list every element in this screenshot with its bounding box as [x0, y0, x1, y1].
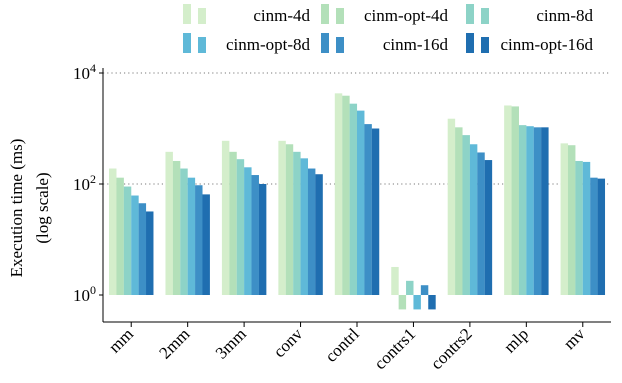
bar-cinm-16d-3mm [251, 175, 259, 295]
bar-cinm-4d-mv [560, 143, 569, 295]
legend-label: cinm-opt-4d [364, 6, 449, 25]
bar-cinm-8d-conv [293, 151, 301, 295]
legend-swatch [198, 8, 206, 24]
bar-cinm-opt-16d-conv [315, 174, 323, 295]
bar-cinm-opt-16d-contrl [371, 128, 380, 295]
bar-cinm-opt-4d-contrs1 [398, 295, 407, 310]
bar-cinm-opt-4d-contrl [342, 95, 350, 295]
y-tick-label: 104 [73, 61, 96, 83]
bar-cinm-4d-mlp [504, 105, 512, 295]
x-tick-label-conv: conv [270, 324, 307, 361]
x-tick-label-3mm: 3mm [212, 324, 250, 362]
x-tick-label-mm: mm [105, 324, 137, 356]
bar-cinm-8d-3mm [236, 159, 245, 295]
bar-cinm-opt-16d-3mm [258, 184, 267, 295]
legend-swatch [466, 33, 474, 53]
legend: cinm-4d cinm-opt-4d cinm-8d cinm-opt-8d cinm… [183, 4, 593, 54]
bar-cinm-opt-8d-contrs1 [413, 295, 421, 310]
bar-cinm-opt-4d-2mm [172, 160, 181, 295]
bar-cinm-16d-conv [307, 168, 316, 295]
bar-cinm-opt-4d-mm [116, 177, 124, 295]
legend-swatch [481, 37, 489, 53]
bar-cinm-8d-contrl [349, 103, 358, 295]
y-axis-label: Execution time (ms) [7, 139, 26, 278]
bar-cinm-opt-4d-mv [567, 145, 576, 295]
bar-cinm-8d-mlp [518, 125, 527, 295]
x-tick-label-contrs2: contrs2 [427, 324, 476, 373]
legend-label: cinm-4d [253, 6, 310, 25]
bar-cinm-opt-16d-mlp [541, 127, 549, 295]
y-tick-label: 102 [73, 172, 96, 194]
bar-cinm-4d-2mm [165, 151, 173, 295]
bar-cinm-8d-contrs2 [462, 135, 470, 295]
bar-cinm-opt-16d-contrs1 [428, 295, 436, 310]
bar-cinm-16d-mm [138, 203, 147, 295]
bar-cinm-opt-8d-3mm [244, 167, 252, 295]
legend-swatch [336, 8, 344, 24]
bar-cinm-16d-mv [590, 177, 598, 295]
legend-item-cinm-8d: cinm-8d [466, 4, 593, 25]
bar-cinm-opt-8d-contrs2 [469, 144, 478, 295]
x-tick-label-mv: mv [560, 324, 589, 353]
bar-cinm-16d-contrs2 [477, 152, 485, 295]
legend-item-cinm-16d: cinm-16d [321, 33, 448, 54]
bar-cinm-8d-mm [123, 186, 132, 295]
bar-cinm-opt-4d-3mm [229, 151, 237, 295]
bar-cinm-16d-contrs1 [420, 285, 429, 295]
bar-cinm-16d-contrl [364, 124, 372, 295]
legend-item-cinm-opt-4d: cinm-opt-4d [321, 4, 448, 25]
legend-swatch [481, 8, 489, 24]
x-tick-label-contrs1: contrs1 [370, 324, 419, 373]
x-tick-label-2mm: 2mm [155, 324, 193, 362]
bar-cinm-16d-mlp [533, 127, 542, 295]
legend-item-cinm-opt-16d: cinm-opt-16d [466, 33, 593, 54]
legend-swatch [198, 37, 206, 53]
legend-item-cinm-4d: cinm-4d [183, 4, 310, 25]
legend-swatch [336, 37, 344, 53]
bar-cinm-opt-4d-mlp [511, 106, 519, 295]
bar-cinm-4d-mm [109, 168, 117, 295]
bar-cinm-4d-contrl [334, 93, 343, 295]
legend-label: cinm-8d [536, 6, 593, 25]
x-tick-labels: mm 2mm 3mm conv contrl contrs1 contrs2 mlp mv [105, 324, 589, 373]
bar-cinm-opt-16d-contrs2 [484, 160, 493, 295]
bar-cinm-4d-conv [278, 140, 286, 295]
legend-item-cinm-opt-8d: cinm-opt-8d [183, 33, 310, 54]
bar-cinm-8d-2mm [180, 168, 188, 295]
bar-cinm-opt-4d-conv [285, 144, 294, 295]
bar-cinm-opt-8d-conv [300, 158, 309, 295]
y-axis-sublabel: (log scale) [33, 172, 52, 243]
bar-cinm-4d-contrs1 [391, 266, 399, 295]
bar-cinm-opt-16d-mm [146, 211, 154, 295]
bar-cinm-opt-8d-2mm [187, 177, 196, 295]
bar-cinm-8d-mv [575, 160, 583, 295]
legend-swatch [321, 4, 329, 24]
bar-cinm-opt-4d-contrs2 [455, 127, 463, 295]
axes [99, 68, 611, 327]
legend-swatch [466, 4, 474, 24]
legend-swatch [321, 33, 329, 53]
bar-cinm-16d-2mm [195, 185, 203, 295]
y-tick-label: 100 [73, 283, 96, 305]
bar-cinm-8d-contrs1 [406, 280, 414, 295]
x-tick-label-mlp: mlp [500, 324, 532, 356]
x-tick-label-contrl: contrl [321, 324, 363, 366]
legend-swatch [183, 33, 191, 53]
bar-cinm-opt-8d-contrl [357, 110, 365, 296]
legend-label: cinm-opt-16d [500, 35, 593, 54]
bars [109, 93, 606, 310]
bar-cinm-opt-8d-mlp [526, 126, 534, 296]
legend-label: cinm-opt-8d [226, 35, 311, 54]
bar-cinm-opt-16d-mv [597, 178, 606, 295]
bar-cinm-opt-8d-mm [131, 195, 139, 295]
legend-label: cinm-16d [383, 35, 449, 54]
legend-swatch [183, 4, 191, 24]
bar-cinm-opt-16d-2mm [202, 194, 210, 295]
bar-cinm-opt-8d-mv [582, 161, 591, 295]
bar-cinm-4d-contrs2 [447, 118, 456, 296]
bar-cinm-4d-3mm [221, 140, 230, 295]
y-tick-labels: 100 102 104 [73, 61, 96, 305]
